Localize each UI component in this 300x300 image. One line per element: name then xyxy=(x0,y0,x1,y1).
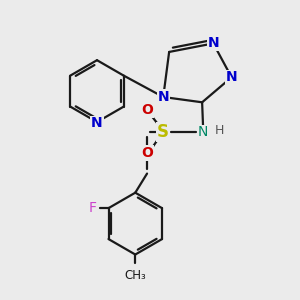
Text: N: N xyxy=(91,116,103,130)
Text: N: N xyxy=(158,90,169,104)
Text: S: S xyxy=(157,123,169,141)
Text: N: N xyxy=(226,70,237,84)
Text: N: N xyxy=(208,36,219,50)
Text: O: O xyxy=(141,103,153,117)
Text: F: F xyxy=(88,201,96,215)
Text: N: N xyxy=(198,125,208,139)
Text: O: O xyxy=(141,146,153,160)
Text: H: H xyxy=(214,124,224,137)
Text: CH₃: CH₃ xyxy=(124,269,146,282)
